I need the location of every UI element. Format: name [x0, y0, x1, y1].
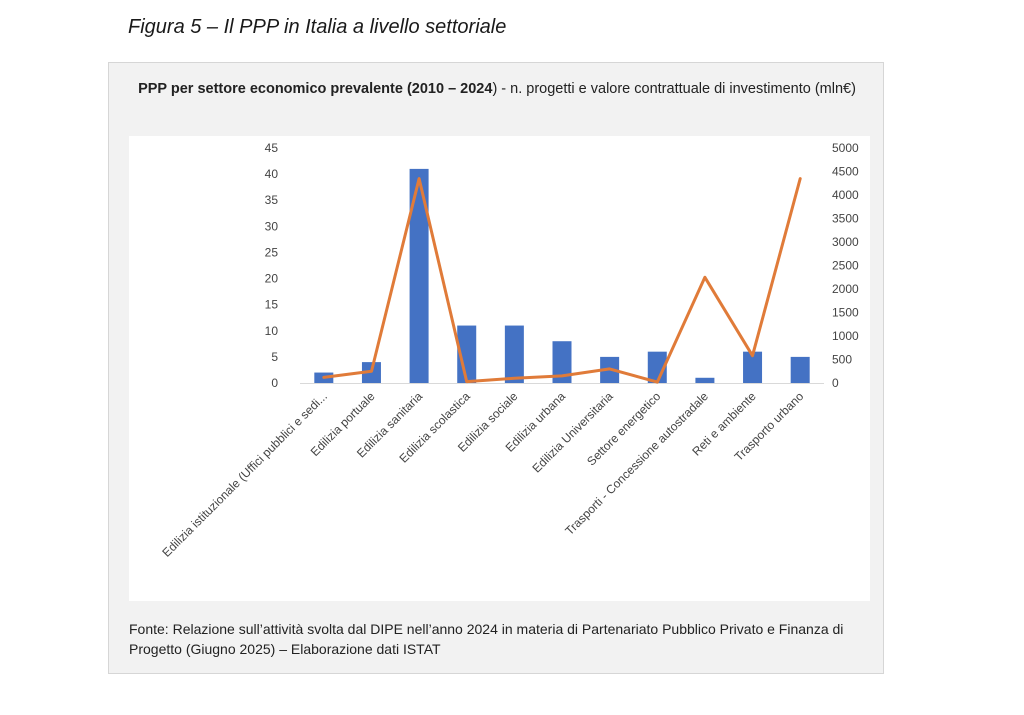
- category-label: Edilizia istituzionale (Uffici pubblici …: [159, 389, 330, 560]
- category-label: Edilizia Universitaria: [529, 389, 616, 476]
- bar: [790, 356, 810, 383]
- y-right-tick-label: 3000: [832, 235, 859, 249]
- chart-title-rest: ) - n. progetti e valore contrattuale di…: [492, 81, 856, 97]
- y-left-tick-label: 15: [265, 298, 279, 312]
- bar: [743, 351, 763, 383]
- y-left-tick-label: 0: [271, 376, 278, 390]
- investment-line: [322, 177, 802, 384]
- bar: [409, 168, 429, 383]
- y-right-tick-label: 4500: [832, 165, 859, 179]
- bar: [457, 325, 477, 383]
- y-left-tick-label: 35: [265, 193, 279, 207]
- chart-title-bold: PPP per settore economico prevalente (20…: [138, 81, 493, 97]
- y-left-tick-label: 45: [265, 141, 279, 155]
- y-right-tick-label: 2000: [832, 282, 859, 296]
- bar: [695, 377, 715, 383]
- y-right-tick-label: 2500: [832, 259, 859, 273]
- chart-title: PPP per settore economico prevalente (20…: [109, 79, 885, 100]
- y-left-tick-label: 20: [265, 272, 279, 286]
- bar: [504, 325, 524, 383]
- combo-chart: 0 5 10 15 20 25 30 35 40 45 0 500 1000 1500 2000 2500 30…: [159, 141, 859, 560]
- y-left-tick-label: 30: [265, 219, 279, 233]
- y-left-tick-label: 5: [271, 350, 278, 364]
- plot-area: 0 5 10 15 20 25 30 35 40 45 0 500 1000 1500 2000 2500 30…: [129, 136, 870, 601]
- y-left-tick-label: 10: [265, 324, 279, 338]
- y-right-tick-label: 0: [832, 376, 839, 390]
- y-right-tick-label: 1000: [832, 329, 859, 343]
- y-right-tick-label: 500: [832, 353, 852, 367]
- y-right-tick-label: 4000: [832, 188, 859, 202]
- chart-panel: PPP per settore economico prevalente (20…: [108, 62, 884, 674]
- source-note: Fonte: Relazione sull’attività svolta da…: [129, 621, 844, 657]
- y-right-tick-label: 3500: [832, 212, 859, 226]
- figure-caption: Figura 5 – Il PPP in Italia a livello se…: [128, 16, 507, 38]
- bar: [552, 341, 572, 383]
- y-left-tick-label: 25: [265, 245, 279, 259]
- y-right-tick-label: 5000: [832, 141, 859, 155]
- y-left-tick-label: 40: [265, 167, 279, 181]
- y-right-tick-label: 1500: [832, 306, 859, 320]
